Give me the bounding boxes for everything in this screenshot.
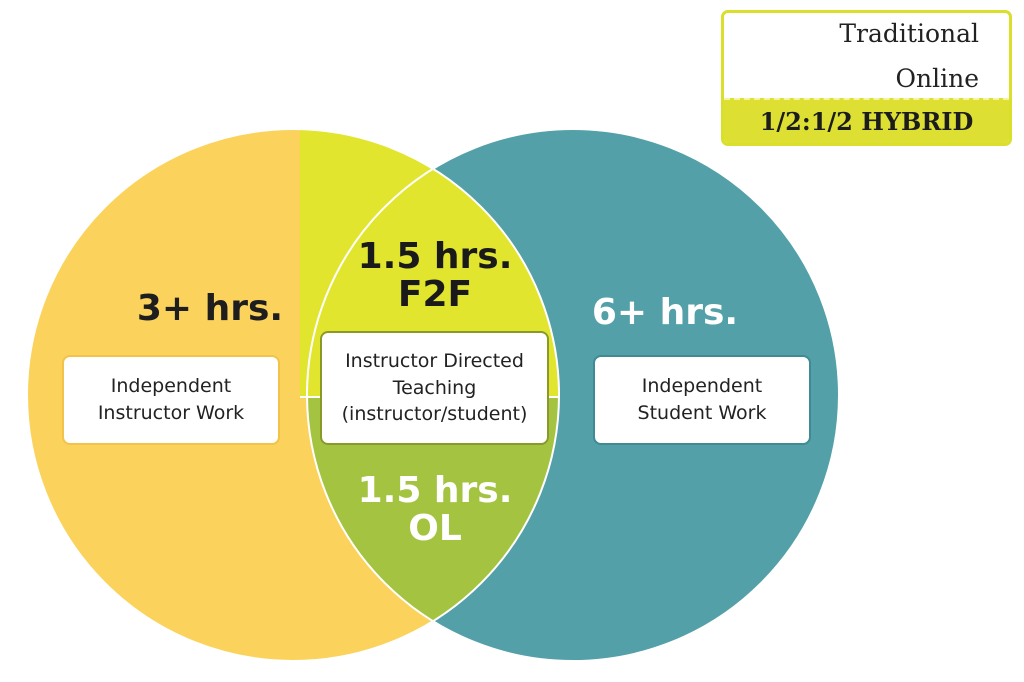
f2f-text: F2F: [397, 273, 473, 315]
center-box-line1: Instructor Directed: [345, 350, 524, 373]
right-box-line1: Independent: [641, 375, 763, 398]
ol-label: 1.5 hrs. OL: [340, 472, 530, 548]
f2f-label: 1.5 hrs. F2F: [340, 238, 530, 314]
center-box-line2: Teaching: [392, 376, 477, 399]
right-box-line2: Student Work: [637, 402, 767, 424]
left-box-line2: Instructor Work: [97, 402, 245, 424]
legend-hybrid: 1/2:1/2 HYBRID: [724, 98, 1009, 143]
center-box: Instructor Directed Teaching (instructor/s…: [320, 331, 549, 445]
legend-online: Online: [895, 64, 979, 93]
f2f-hours: 1.5 hrs.: [357, 236, 513, 277]
legend-traditional: Traditional: [839, 19, 979, 48]
left-box-line1: Independent: [110, 375, 232, 398]
right-box: Independent Student Work: [593, 355, 811, 445]
left-box: Independent Instructor Work: [62, 355, 280, 445]
ol-hours: 1.5 hrs.: [357, 470, 513, 511]
right-hours: 6+ hrs.: [591, 292, 739, 333]
legend: Traditional Online 1/2:1/2 HYBRID: [721, 10, 1012, 146]
left-hours: 3+ hrs.: [136, 288, 284, 329]
ol-text: OL: [408, 507, 462, 549]
center-box-line3: (instructor/student): [341, 403, 528, 426]
